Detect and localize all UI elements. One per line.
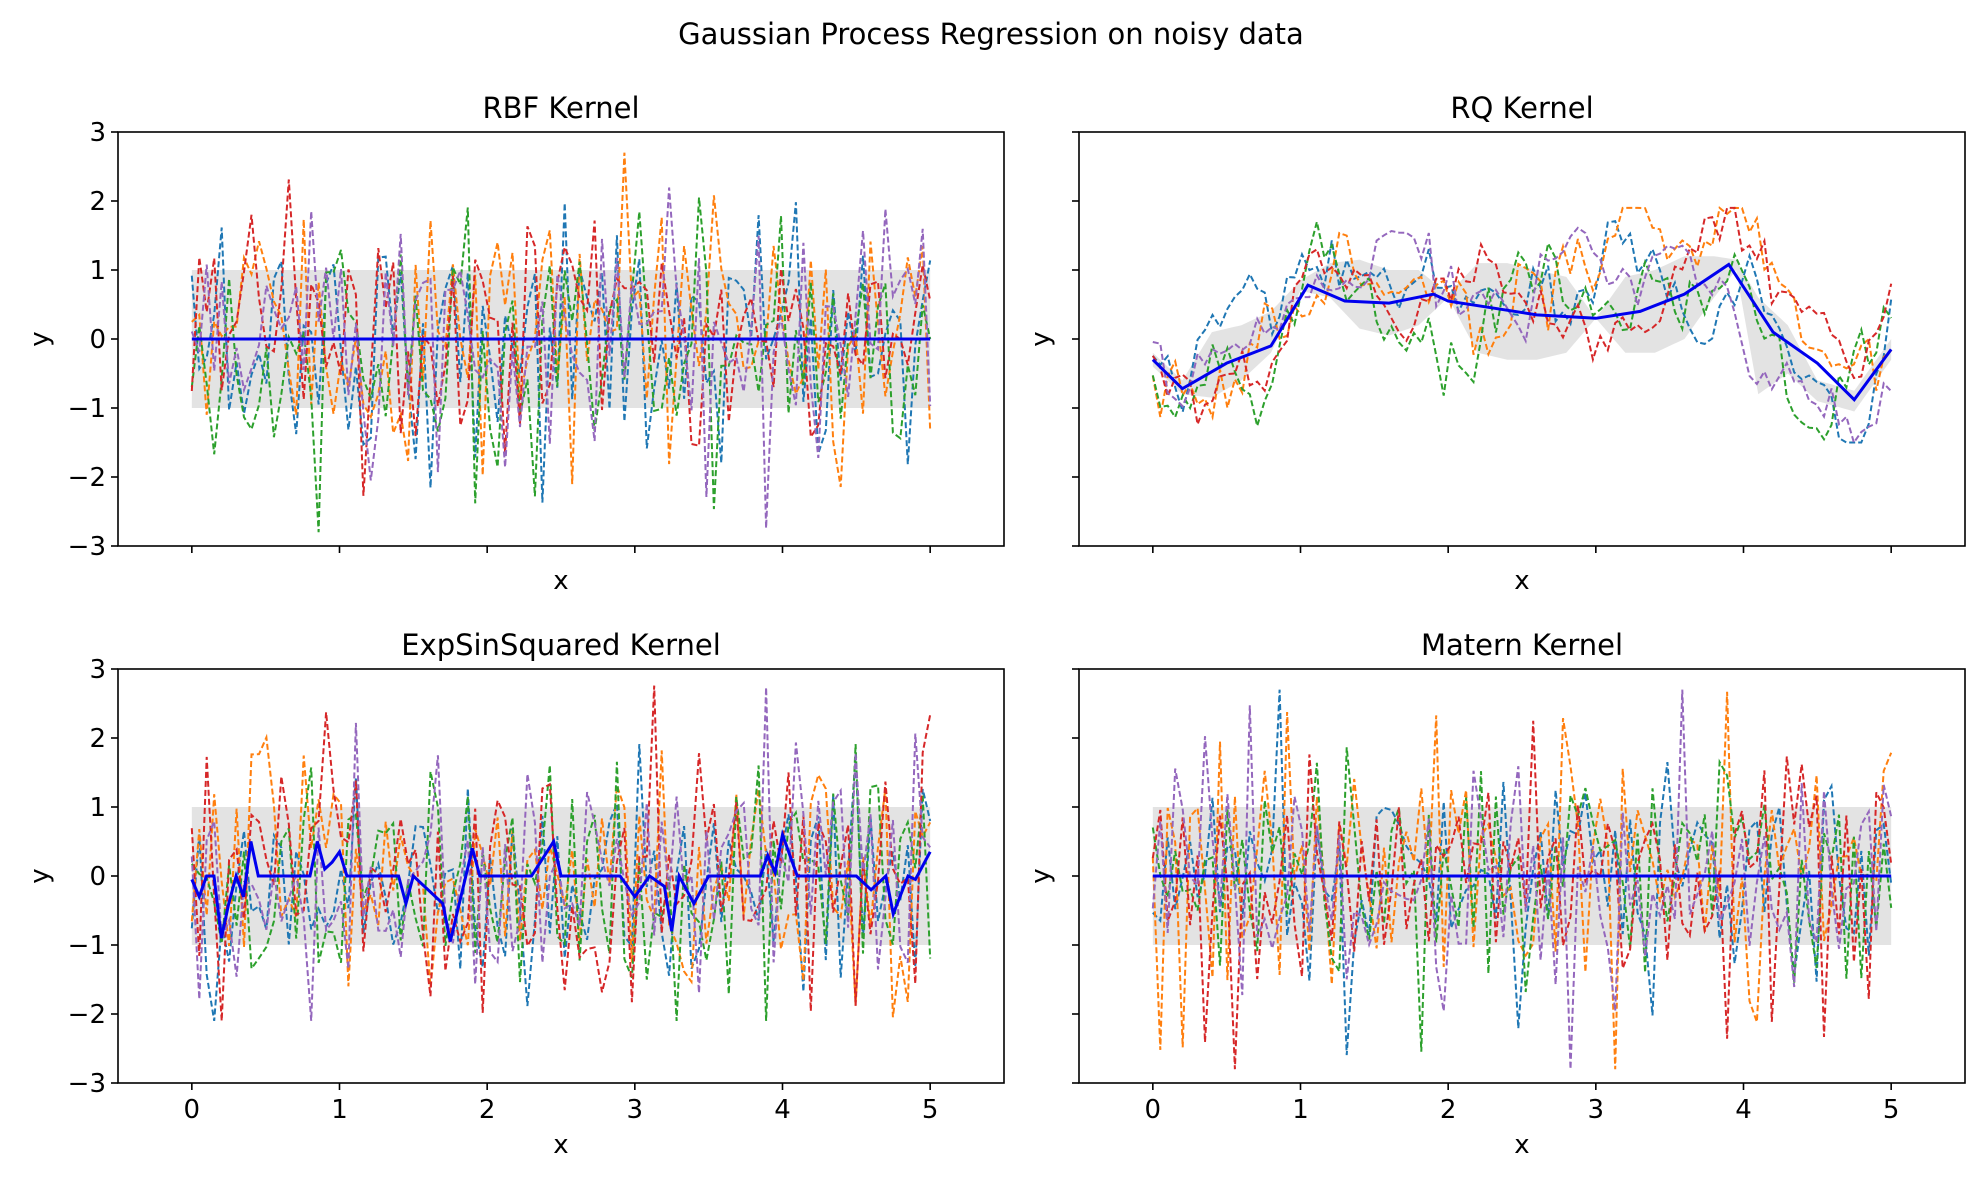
sample-line-4 [1151, 720, 1893, 1070]
plot-area [1151, 206, 1893, 445]
x-axis-label: x [553, 566, 568, 596]
x-tick-label: 1 [331, 1095, 348, 1125]
y-tick-label: −2 [68, 463, 106, 493]
x-axis-label: x [553, 1130, 568, 1160]
x-tick-label: 0 [1145, 1095, 1162, 1125]
x-axis-label: x [1514, 1130, 1529, 1160]
x-tick-label: 0 [184, 1095, 201, 1125]
subplot-4: 0 1 2 3 4 5 Matern Kernel x y [1026, 628, 1966, 1160]
x-tick-label: 2 [1440, 1095, 1457, 1125]
sample-line-4 [1151, 206, 1893, 429]
sample-line-2 [1151, 691, 1893, 1070]
x-tick-label: 5 [922, 1095, 939, 1125]
x-tick-label: 4 [1735, 1095, 1752, 1125]
plot-area [1151, 689, 1893, 1070]
subplot-3: 0 1 2 3 4 5 −3 −2 −1 0 1 2 3 ExpSinSquared Kernel x y [25, 628, 1005, 1160]
y-tick-label: 1 [89, 256, 106, 286]
y-tick-label: 3 [89, 655, 106, 685]
y-tick-label: −3 [68, 532, 106, 562]
mean-line [190, 828, 932, 942]
x-tick-label: 3 [627, 1095, 644, 1125]
y-tick-label: 1 [89, 793, 106, 823]
mean-line [1151, 262, 1893, 403]
sample-line-2 [191, 152, 932, 488]
y-axis-label: y [1026, 331, 1056, 346]
y-tick-label: 0 [89, 862, 106, 892]
y-axis-label: y [1026, 868, 1056, 883]
x-tick-label: 5 [1883, 1095, 1900, 1125]
plot-area [190, 685, 932, 1022]
sample-line-5 [1152, 226, 1892, 445]
y-tick-label: −1 [68, 394, 106, 424]
figure-suptitle: Gaussian Process Regression on noisy dat… [678, 17, 1304, 51]
sample-line-3 [1151, 747, 1893, 1052]
subplot-grid: −3 −2 −1 0 1 2 3 RBF Kernel x y RQ Kernel x y 0 1 2 3 4 5 −… [25, 91, 1966, 1160]
y-tick-label: 2 [89, 187, 106, 217]
sample-line-5 [190, 687, 932, 1021]
sample-line-3 [1151, 221, 1893, 442]
subplot-title: Matern Kernel [1421, 628, 1623, 662]
sample-line-4 [190, 685, 932, 1021]
x-tick-label: 2 [479, 1095, 496, 1125]
x-tick-label: 3 [1588, 1095, 1605, 1125]
y-tick-label: 0 [89, 325, 106, 355]
y-axis-label: y [25, 331, 55, 346]
x-tick-label: 4 [774, 1095, 791, 1125]
sample-line-5 [1151, 689, 1893, 1070]
subplot-title: RQ Kernel [1450, 91, 1593, 125]
confidence-band [1152, 256, 1892, 412]
subplot-title: ExpSinSquared Kernel [401, 628, 721, 662]
subplot-2: RQ Kernel x y [1026, 91, 1966, 596]
sample-line-3 [190, 197, 932, 533]
plot-area [190, 152, 932, 533]
sample-line-5 [190, 187, 932, 529]
y-tick-label: 3 [89, 118, 106, 148]
y-tick-label: −3 [68, 1069, 106, 1099]
x-axis-label: x [1514, 566, 1529, 596]
x-tick-label: 1 [1292, 1095, 1309, 1125]
y-tick-label: −2 [68, 1000, 106, 1030]
y-axis-label: y [25, 868, 55, 883]
y-tick-label: −1 [68, 931, 106, 961]
subplot-title: RBF Kernel [482, 91, 639, 125]
y-tick-label: 2 [89, 724, 106, 754]
subplot-1: −3 −2 −1 0 1 2 3 RBF Kernel x y [25, 91, 1005, 596]
